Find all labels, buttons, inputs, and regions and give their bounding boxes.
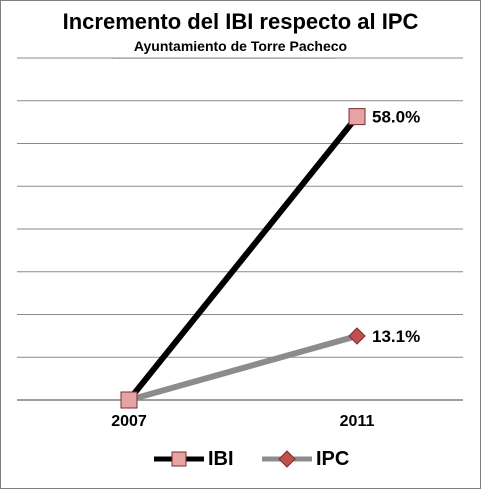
chart-subtitle: Ayuntamiento de Torre Pacheco xyxy=(133,38,348,54)
marker-ibi xyxy=(120,391,138,409)
legend-swatch-ibi xyxy=(154,451,204,467)
chart-title: Incremento del IBI respecto al IPC xyxy=(62,9,419,34)
series-line-ipc xyxy=(128,333,358,403)
legend-item-ibi[interactable]: IBI xyxy=(154,444,234,474)
legend-label-ibi: IBI xyxy=(208,447,234,470)
gridlines xyxy=(17,57,463,401)
series-lines xyxy=(126,114,360,403)
series-line-ibi xyxy=(126,114,360,402)
legend-swatch-ipc xyxy=(262,450,312,468)
marker-ipc xyxy=(348,327,366,345)
series-markers xyxy=(120,108,366,409)
data-label-ibi: 58.0% xyxy=(372,108,420,127)
x-tick-label: 2011 xyxy=(339,413,375,430)
data-label-ipc: 13.1% xyxy=(372,327,420,346)
legend: IBI IPC xyxy=(0,444,481,474)
legend-label-ipc: IPC xyxy=(316,447,350,470)
marker-ibi xyxy=(348,108,366,126)
legend-item-ipc[interactable]: IPC xyxy=(262,444,349,474)
x-tick-label: 2007 xyxy=(111,413,147,430)
data-labels: 13.1% 58.0% xyxy=(372,108,420,346)
